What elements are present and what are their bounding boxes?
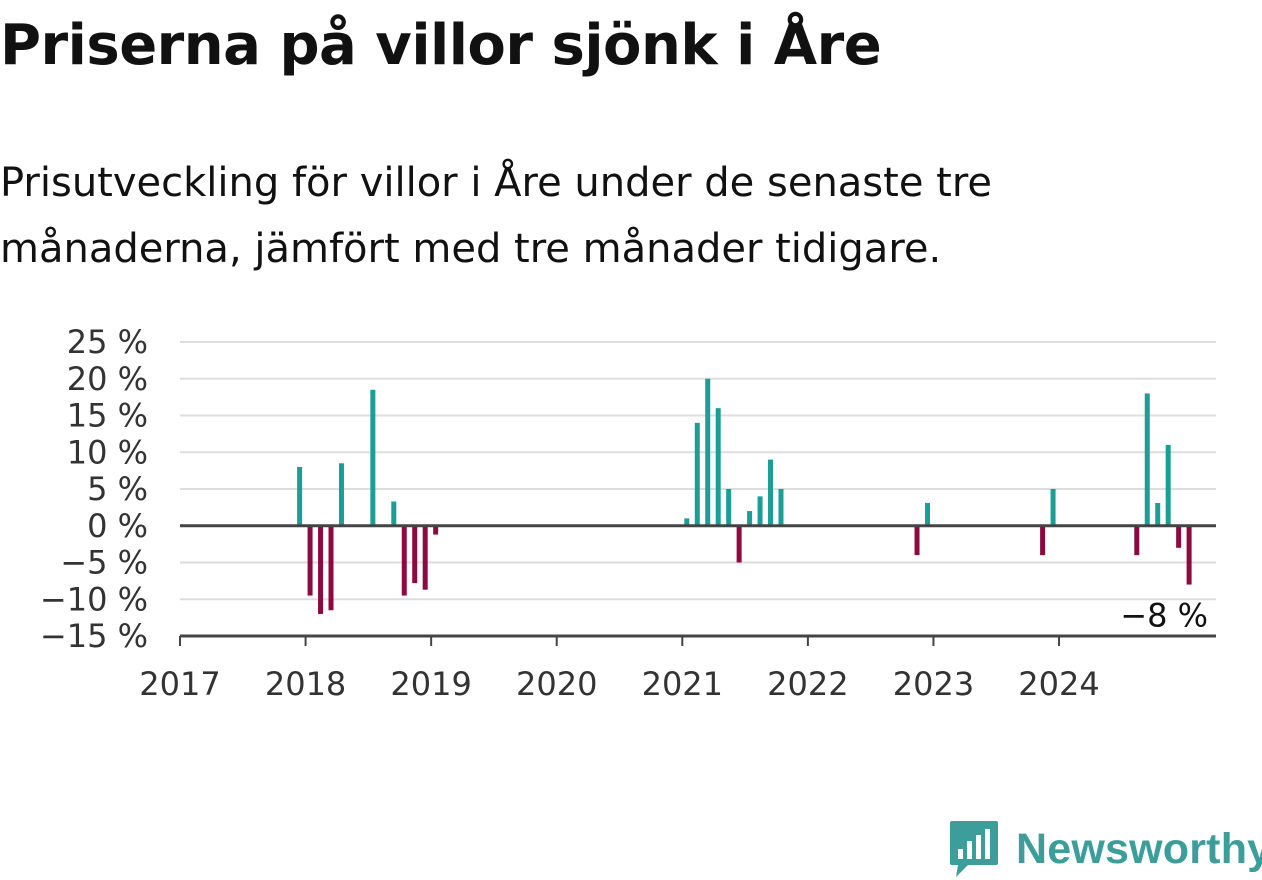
bar (684, 518, 690, 526)
y-tick-label: −15 % (40, 617, 148, 655)
bar (338, 463, 344, 526)
bar (694, 422, 700, 526)
y-tick-label: −10 % (40, 580, 148, 618)
end-value-label: −8 % (1120, 597, 1208, 635)
x-tick-label: 2019 (390, 665, 471, 703)
bar (778, 489, 784, 526)
x-tick-label: 2023 (893, 665, 974, 703)
bar-chart-badge-icon (950, 821, 998, 877)
bar (924, 502, 930, 526)
y-tick-label: 0 % (87, 507, 148, 545)
bar (1050, 489, 1056, 526)
bar (1176, 525, 1182, 548)
bar (715, 408, 721, 526)
bar (370, 389, 376, 526)
brand-name: Newsworthy (1016, 824, 1262, 873)
bar (1040, 525, 1046, 556)
y-tick-label: −5 % (60, 544, 148, 582)
y-tick-label: 5 % (87, 470, 148, 508)
x-axis-ticks: 2017 2018 2019 2020 2021 2022 2023 2024 (139, 636, 1100, 703)
bar (747, 511, 753, 526)
bar (433, 525, 439, 535)
bar (422, 525, 428, 590)
bar (1186, 525, 1192, 585)
x-tick-label: 2017 (139, 665, 220, 703)
bar (1155, 502, 1161, 526)
bar-series (297, 378, 1192, 614)
x-tick-label: 2018 (265, 665, 346, 703)
bar (1165, 444, 1171, 526)
bar-chart: 25 %20 %15 %10 %5 %0 %−5 %−10 %−15 % 201… (40, 323, 1216, 703)
bar (391, 501, 397, 526)
axes (180, 524, 1216, 638)
x-tick-label: 2020 (516, 665, 597, 703)
bar (1134, 525, 1140, 556)
bar (768, 459, 774, 526)
bar (1144, 393, 1150, 526)
y-axis-ticks: 25 %20 %15 %10 %5 %0 %−5 %−10 %−15 % (40, 323, 148, 655)
bar (307, 525, 313, 596)
bar (401, 525, 407, 596)
y-tick-label: 20 % (67, 360, 148, 398)
bar (757, 496, 763, 526)
brand-logo: Newsworthy (948, 818, 1262, 880)
y-tick-label: 10 % (67, 433, 148, 471)
bar (297, 466, 303, 526)
bar (726, 489, 732, 526)
bar (328, 525, 334, 611)
x-tick-label: 2022 (767, 665, 848, 703)
annotations: −8 % (1120, 597, 1208, 635)
bar (736, 525, 742, 563)
bar (914, 525, 920, 556)
y-tick-label: 15 % (67, 397, 148, 435)
chart-subtitle: Prisutveckling för villor i Åre under de… (0, 160, 993, 272)
bar (318, 525, 324, 614)
bar (705, 378, 711, 526)
y-tick-label: 25 % (67, 323, 148, 361)
bar (412, 525, 418, 584)
x-tick-label: 2024 (1018, 665, 1099, 703)
chart-title: Priserna på villor sjönk i Åre (0, 13, 882, 78)
x-tick-label: 2021 (642, 665, 723, 703)
